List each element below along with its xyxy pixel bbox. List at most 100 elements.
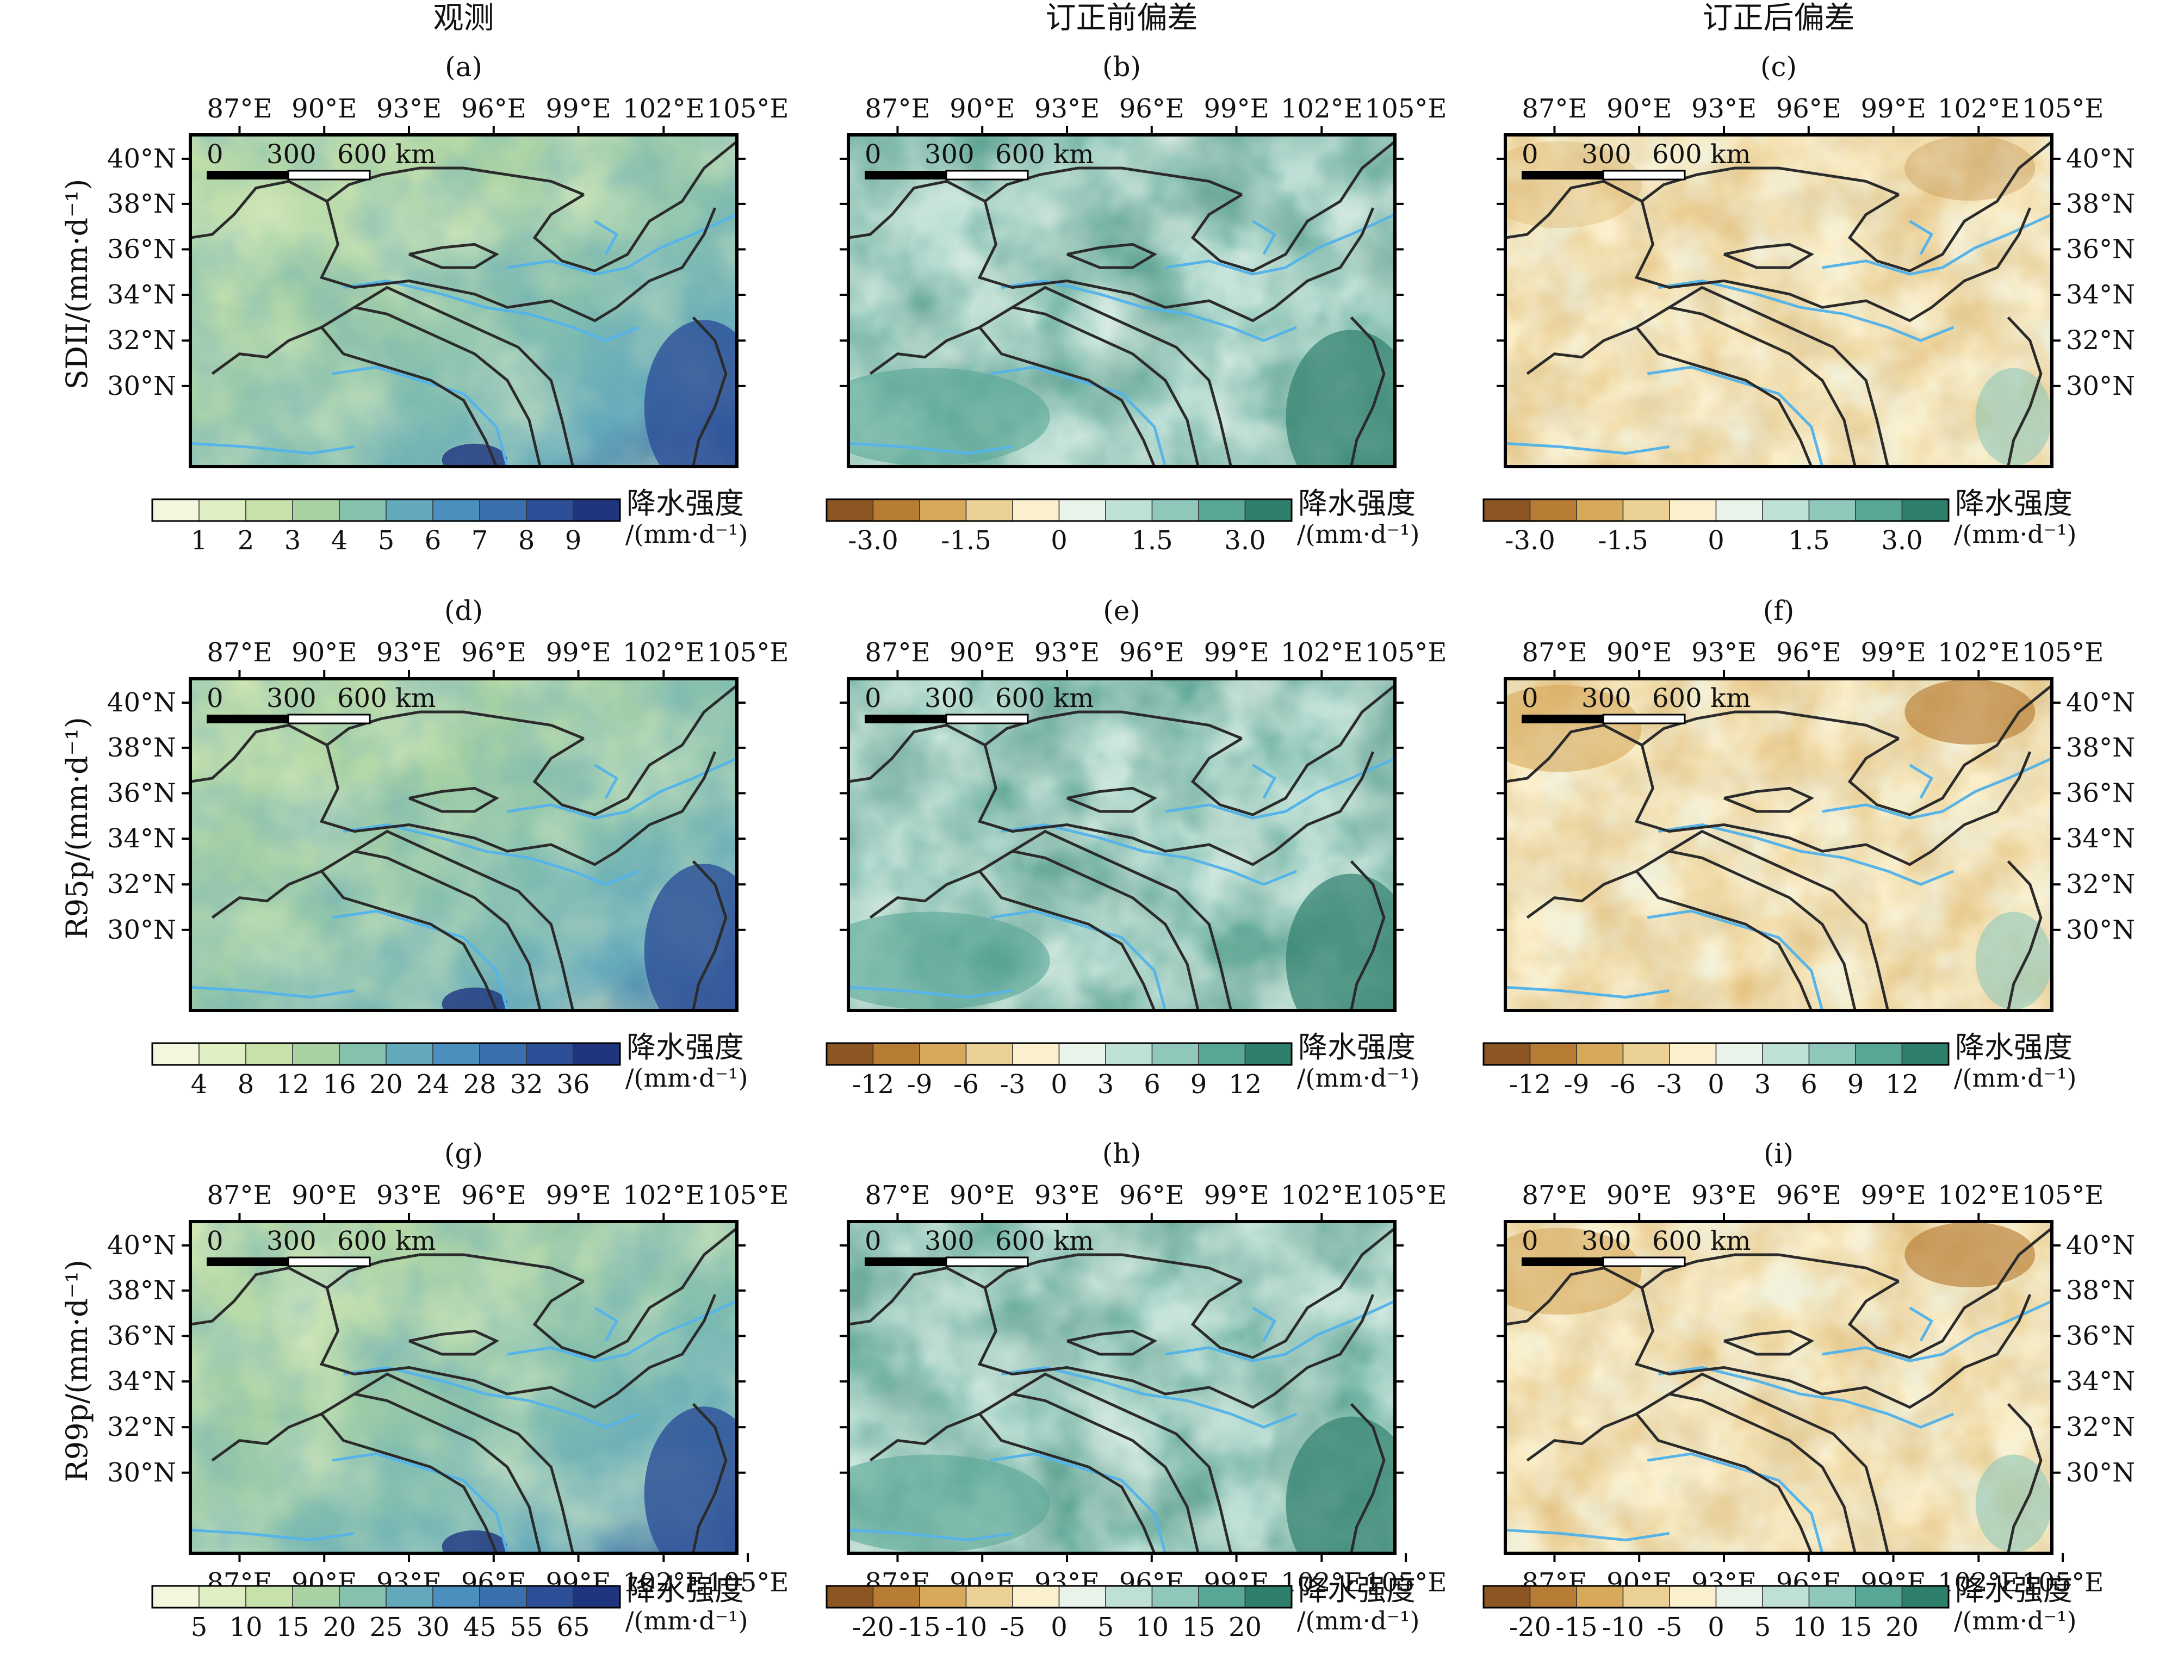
colorbar-swatch <box>1576 499 1624 522</box>
colorbar-tick-label: 20 <box>1228 1612 1262 1642</box>
scalebar-label-300: 300 <box>1581 1226 1631 1256</box>
river-line <box>1909 220 1934 255</box>
colorbar-swatch <box>1855 499 1903 522</box>
colorbar-tick-label: 0 <box>1051 1069 1068 1100</box>
lat-tick-label-right: 36°N <box>2066 234 2135 264</box>
column-title: 订正前偏差 <box>1046 1 1198 36</box>
river-line <box>1822 757 2052 820</box>
colorbar-tick-label: 6 <box>1801 1069 1817 1100</box>
colorbar-swatch <box>292 1585 340 1608</box>
lon-tick-label: 96°E <box>461 1180 526 1211</box>
lat-tick-label-right: 30°N <box>2066 371 2135 401</box>
colorbar-swatch <box>1762 499 1810 522</box>
colorbar-tick-label: 5 <box>191 1612 208 1642</box>
colorbar-tick-label: -6 <box>953 1069 979 1100</box>
panel-letter: (d) <box>444 595 483 627</box>
lon-tick-label: 87°E <box>207 1180 272 1211</box>
colorbar-swatch <box>1762 1043 1810 1065</box>
colorbar-swatch <box>292 1043 340 1065</box>
basin-boundary <box>1668 286 1889 467</box>
river-line <box>190 985 355 999</box>
field-map <box>848 135 1395 467</box>
lon-tick-label: 105°E <box>1365 94 1447 124</box>
colorbar-unit: /(mm·d⁻¹) <box>625 519 748 549</box>
colorbar-tick-label: -5 <box>1000 1612 1026 1642</box>
colorbar-tick-label: 5 <box>378 525 395 556</box>
colorbar-tick-label: 0 <box>1708 525 1724 556</box>
colorbar: -3.0 -1.5 0 1.5 3.0 降水强度/(mm·d⁻¹) <box>1482 486 2076 556</box>
field-map <box>1505 1222 2052 1553</box>
colorbar-tick-label: 28 <box>463 1069 496 1100</box>
colorbar-swatch <box>826 1585 874 1608</box>
colorbar-swatch <box>1244 1585 1292 1608</box>
colorbar-swatch <box>152 1585 200 1608</box>
colorbar-swatch <box>1483 499 1531 522</box>
basin-boundary <box>353 286 574 467</box>
scalebar-label-0: 0 <box>207 683 224 714</box>
basin-boundary <box>1505 710 1900 783</box>
colorbar-tick-label: 2 <box>238 525 255 556</box>
basin-boundary <box>1012 286 1232 467</box>
basin-boundary <box>1634 201 2032 323</box>
colorbar-tick-label: -10 <box>1602 1612 1644 1642</box>
map-frame <box>189 677 739 1012</box>
colorbar-swatch <box>1198 1585 1246 1608</box>
basin-boundary <box>211 306 542 467</box>
colorbar-swatch <box>245 499 293 522</box>
colorbar-tick-label: -12 <box>1509 1069 1551 1100</box>
colorbar-swatch <box>1105 1585 1153 1608</box>
colorbar-tick-label: -3 <box>1657 1069 1683 1100</box>
colorbar-swatch <box>1576 1043 1624 1065</box>
lon-tick-label: 102°E <box>1281 1180 1363 1211</box>
colorbar-title: 降水强度 <box>626 1573 744 1607</box>
basin-boundary <box>319 1287 717 1409</box>
field-map <box>190 135 737 467</box>
colorbar-tick-label: 9 <box>565 525 582 556</box>
colorbar-swatch <box>1483 1043 1531 1065</box>
basin-boundary <box>1723 243 1815 269</box>
basin-boundary <box>1190 140 1395 272</box>
basin-boundary <box>190 1253 585 1326</box>
lon-tick-label-bottom: 102°E <box>1281 1567 1363 1598</box>
map-frame <box>847 133 1397 468</box>
basin-boundary <box>1012 1372 1232 1553</box>
colorbar-tick-label: -9 <box>907 1069 933 1100</box>
colorbar-swatch <box>826 499 874 522</box>
lat-tick-label: 40°N <box>107 687 176 718</box>
colorbar-tick-label: 20 <box>369 1069 402 1100</box>
colorbar-tick-label: 1 <box>191 525 208 556</box>
lon-tick-label: 93°E <box>1034 1180 1100 1211</box>
colorbar-tick-label: 3 <box>1754 1069 1771 1100</box>
colorbar-swatch <box>386 499 433 522</box>
colorbar-title: 降水强度 <box>1955 1030 2073 1064</box>
lon-tick-label: 87°E <box>865 94 930 124</box>
scalebar-white <box>287 170 371 181</box>
panel-h: 87°E 90°E 93°E 96°E 99°E 102°E 105°E87°E 90°E 93… <box>826 1138 1447 1642</box>
colorbar-tick-label: 10 <box>1136 1612 1169 1642</box>
panel-a: 87°E 90°E 93°E 96°E 99°E 102°E 105°E40°N38°N36… <box>107 51 789 556</box>
colorbar-tick-label: -1.5 <box>1598 525 1648 556</box>
lon-tick-label: 96°E <box>1119 637 1184 668</box>
lon-tick-label: 87°E <box>207 94 272 124</box>
colorbar: 5 10 15 20 25 30 45 55 65 降水强度/(mm·d⁻¹) <box>151 1573 748 1642</box>
colorbar: -20 -15 -10 -5 0 5 10 15 20 降水强度/(mm·d⁻¹) <box>1482 1573 2076 1642</box>
colorbar-swatch <box>919 1585 967 1608</box>
lon-tick-label: 90°E <box>291 94 357 124</box>
colorbar-tick-label: -20 <box>852 1612 894 1642</box>
lat-tick-label-right: 38°N <box>2066 733 2135 763</box>
scalebar-white <box>287 714 371 724</box>
colorbar-unit: /(mm·d⁻¹) <box>1954 519 2076 549</box>
colorbar: 1 2 3 4 5 6 7 8 9 降水强度/(mm·d⁻¹) <box>151 486 748 556</box>
lon-tick-label: 102°E <box>1938 94 2020 124</box>
basin-boundary <box>320 870 498 1011</box>
lat-tick-label-right: 38°N <box>2066 189 2135 219</box>
lon-tick-label: 87°E <box>1522 637 1587 668</box>
panel-g: 87°E 90°E 93°E 96°E 99°E 102°E 105°E87°E 90°E 93… <box>107 1138 789 1642</box>
colorbar-tick-label: 5 <box>1097 1612 1114 1642</box>
colorbar-unit: /(mm·d⁻¹) <box>625 1606 748 1635</box>
lat-tick-label: 30°N <box>107 915 176 945</box>
colorbar-swatch <box>1855 1585 1903 1608</box>
lon-tick-label: 93°E <box>1691 637 1757 668</box>
colorbar-swatch <box>1198 499 1246 522</box>
lon-tick-label: 93°E <box>1691 1180 1757 1211</box>
